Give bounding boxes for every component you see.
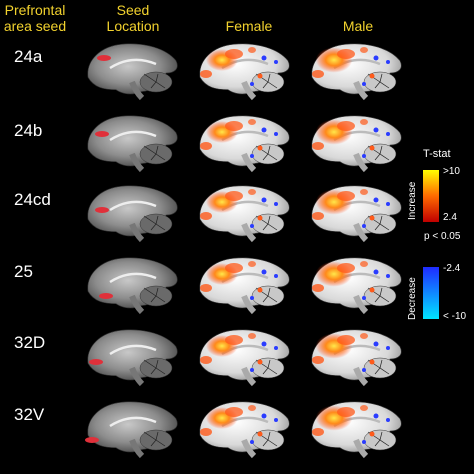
brain-panel-slice-row-2 bbox=[87, 115, 178, 173]
header-seed-location: Seed Location bbox=[106, 2, 160, 34]
brain-panel-slice-row-1 bbox=[87, 43, 178, 101]
header-seed-area: Prefrontal area seed bbox=[3, 2, 67, 34]
colorbar-decrease bbox=[423, 267, 439, 319]
brain-panel-slice-row-5 bbox=[87, 329, 178, 387]
brain-panel-male-row-2 bbox=[311, 115, 402, 173]
header-male: Male bbox=[342, 18, 374, 34]
colorbar-increase-max: >10 bbox=[443, 166, 460, 177]
colorbar-title: T-stat bbox=[423, 148, 451, 160]
brain-panel-female-row-3 bbox=[199, 185, 290, 243]
brain-panel-male-row-4 bbox=[311, 257, 402, 315]
colorbar-increase bbox=[423, 170, 439, 222]
row-label-25: 25 bbox=[14, 262, 33, 281]
colorbar-decrease-min: < -10 bbox=[443, 311, 467, 322]
colorbar-pvalue: p < 0.05 bbox=[424, 231, 461, 242]
brain-panel-female-row-6 bbox=[199, 401, 290, 459]
brain-panel-female-row-5 bbox=[199, 329, 290, 387]
row-label-32d: 32D bbox=[14, 333, 46, 352]
row-label-24b: 24b bbox=[14, 121, 43, 140]
header-female: Female bbox=[225, 18, 273, 34]
colorbar-increase-label: Increase bbox=[407, 181, 418, 220]
colorbar-decrease-max: -2.4 bbox=[443, 263, 461, 274]
brain-panel-slice-row-3 bbox=[87, 185, 178, 243]
row-label-24cd: 24cd bbox=[14, 190, 51, 209]
brain-panel-female-row-1 bbox=[199, 43, 290, 101]
brain-panel-female-row-2 bbox=[199, 115, 290, 173]
brain-panel-slice-row-4 bbox=[87, 257, 178, 315]
brain-panel-male-row-5 bbox=[311, 329, 402, 387]
brain-panel-male-row-6 bbox=[311, 401, 402, 459]
brain-panel-female-row-4 bbox=[199, 257, 290, 315]
colorbar-decrease-label: Decrease bbox=[407, 277, 418, 320]
row-label-32v: 32V bbox=[14, 405, 45, 424]
row-label-24a: 24a bbox=[14, 47, 43, 66]
brain-panel-slice-row-6 bbox=[85, 401, 178, 459]
colorbar-increase-min: 2.4 bbox=[443, 212, 457, 223]
brain-panel-male-row-3 bbox=[311, 185, 402, 243]
brain-panel-male-row-1 bbox=[311, 43, 402, 101]
